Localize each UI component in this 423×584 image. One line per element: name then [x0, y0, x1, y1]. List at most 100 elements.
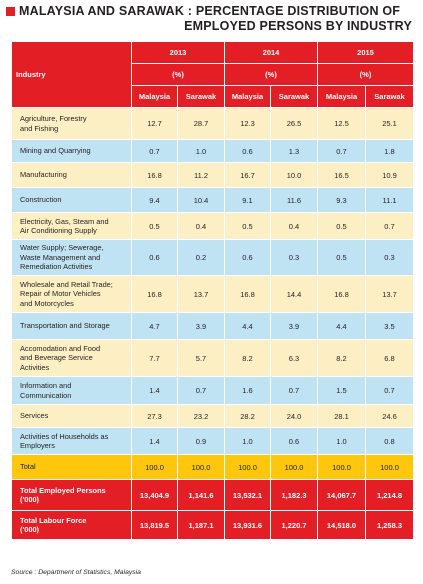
value-cell: 1.0 [224, 427, 271, 455]
title-block: MALAYSIA AND SARAWAK : PERCENTAGE DISTRI… [6, 4, 418, 34]
industry-name: Manufacturing [11, 162, 132, 188]
value-cell: 0.7 [177, 376, 225, 405]
industry-name: Information and Communication [11, 376, 132, 405]
malaysia-header: Malaysia [317, 85, 366, 108]
industry-name: Mining and Quarrying [11, 139, 132, 163]
page-subtitle: EMPLOYED PERSONS BY INDUSTRY [184, 19, 412, 33]
value-cell: 0.5 [317, 239, 366, 276]
value-cell: 11.6 [270, 187, 318, 213]
value-cell: 0.5 [317, 212, 366, 240]
value-cell: 3.9 [270, 312, 318, 340]
value-cell: 9.4 [131, 187, 178, 213]
table-row: Electricity, Gas, Steam and Air Conditio… [11, 212, 414, 240]
table-row: Total 100.0 100.0 100.0 100.0 100.0 100.0 [11, 454, 414, 480]
value-cell: 4.4 [224, 312, 271, 340]
value-cell: 4.4 [317, 312, 366, 340]
value-cell: 0.5 [224, 212, 271, 240]
value-cell: 12.7 [131, 107, 178, 140]
value-cell: 28.1 [317, 404, 366, 428]
value-cell: 0.3 [270, 239, 318, 276]
value-cell: 14.4 [270, 275, 318, 313]
value-cell: 1.8 [365, 139, 414, 163]
sarawak-header: Sarawak [177, 85, 225, 108]
value-cell: 16.8 [317, 275, 366, 313]
value-cell: 1,141.6 [177, 479, 225, 511]
value-cell: 0.6 [131, 239, 178, 276]
value-cell: 16.8 [131, 162, 178, 188]
table-row: Transportation and Storage 4.7 3.9 4.4 3.9 4.… [11, 312, 414, 340]
industry-name: Activities of Households as Employers [11, 427, 132, 455]
value-cell: 100.0 [317, 454, 366, 480]
table-row: Total Labour Force ('000) 13,819.5 1,187.1… [11, 510, 414, 540]
value-cell: 26.5 [270, 107, 318, 140]
value-cell: 16.5 [317, 162, 366, 188]
employment-table: Industry 2013 2014 2015 (%) (%) (%) Mala… [11, 41, 414, 540]
value-cell: 1.0 [317, 427, 366, 455]
value-cell: 14,067.7 [317, 479, 366, 511]
table-row: Services 27.3 23.2 28.2 24.0 28.1 24.6 [11, 404, 414, 428]
value-cell: 0.7 [317, 139, 366, 163]
year-header-2014: 2014 [224, 41, 318, 64]
industry-name: Electricity, Gas, Steam and Air Conditio… [11, 212, 132, 240]
year-header-2015: 2015 [317, 41, 414, 64]
value-cell: 13,819.5 [131, 510, 178, 540]
value-cell: 1.3 [270, 139, 318, 163]
value-cell: 100.0 [177, 454, 225, 480]
value-cell: 28.2 [224, 404, 271, 428]
value-cell: 1.4 [131, 427, 178, 455]
unit-header: (%) [131, 63, 225, 86]
value-cell: 100.0 [270, 454, 318, 480]
value-cell: 0.6 [224, 139, 271, 163]
value-cell: 1,214.8 [365, 479, 414, 511]
industry-name: Transportation and Storage [11, 312, 132, 340]
value-cell: 9.3 [317, 187, 366, 213]
value-cell: 1,187.1 [177, 510, 225, 540]
year-header-2013: 2013 [131, 41, 225, 64]
table-row: Information and Communication 1.4 0.7 1.6 0.… [11, 376, 414, 405]
value-cell: 10.4 [177, 187, 225, 213]
table-row: Total Employed Persons ('000) 13,404.9 1,1… [11, 479, 414, 511]
value-cell: 3.5 [365, 312, 414, 340]
value-cell: 0.7 [270, 376, 318, 405]
table-row: Accomodation and Food and Beverage Servi… [11, 339, 414, 377]
value-cell: 0.8 [365, 427, 414, 455]
value-cell: 10.0 [270, 162, 318, 188]
value-cell: 8.2 [224, 339, 271, 377]
value-cell: 12.5 [317, 107, 366, 140]
table-row: Water Supply; Sewerage, Waste Management… [11, 239, 414, 276]
table-row: Construction 9.4 10.4 9.1 11.6 9.3 11.1 [11, 187, 414, 213]
industry-header: Industry [11, 41, 132, 108]
industry-name: Water Supply; Sewerage, Waste Management… [11, 239, 132, 276]
value-cell: 1,258.3 [365, 510, 414, 540]
value-cell: 0.2 [177, 239, 225, 276]
title-marker [6, 7, 15, 16]
value-cell: 0.7 [365, 376, 414, 405]
value-cell: 16.7 [224, 162, 271, 188]
value-cell: 0.5 [131, 212, 178, 240]
value-cell: 0.4 [177, 212, 225, 240]
malaysia-header: Malaysia [224, 85, 271, 108]
industry-name: Agriculture, Forestry and Fishing [11, 107, 132, 140]
value-cell: 14,518.0 [317, 510, 366, 540]
value-cell: 0.4 [270, 212, 318, 240]
sarawak-header: Sarawak [270, 85, 318, 108]
value-cell: 1,220.7 [270, 510, 318, 540]
value-cell: 13.7 [365, 275, 414, 313]
value-cell: 13.7 [177, 275, 225, 313]
value-cell: 1.5 [317, 376, 366, 405]
value-cell: 11.1 [365, 187, 414, 213]
industry-name: Accomodation and Food and Beverage Servi… [11, 339, 132, 377]
value-cell: 0.3 [365, 239, 414, 276]
value-cell: 1.0 [177, 139, 225, 163]
malaysia-header: Malaysia [131, 85, 178, 108]
value-cell: 100.0 [131, 454, 178, 480]
value-cell: 0.9 [177, 427, 225, 455]
value-cell: 11.2 [177, 162, 225, 188]
table-row: Activities of Households as Employers 1.4… [11, 427, 414, 455]
value-cell: 5.7 [177, 339, 225, 377]
value-cell: 16.8 [224, 275, 271, 313]
value-cell: 8.2 [317, 339, 366, 377]
sarawak-header: Sarawak [365, 85, 414, 108]
unit-header: (%) [317, 63, 414, 86]
value-cell: 1.4 [131, 376, 178, 405]
